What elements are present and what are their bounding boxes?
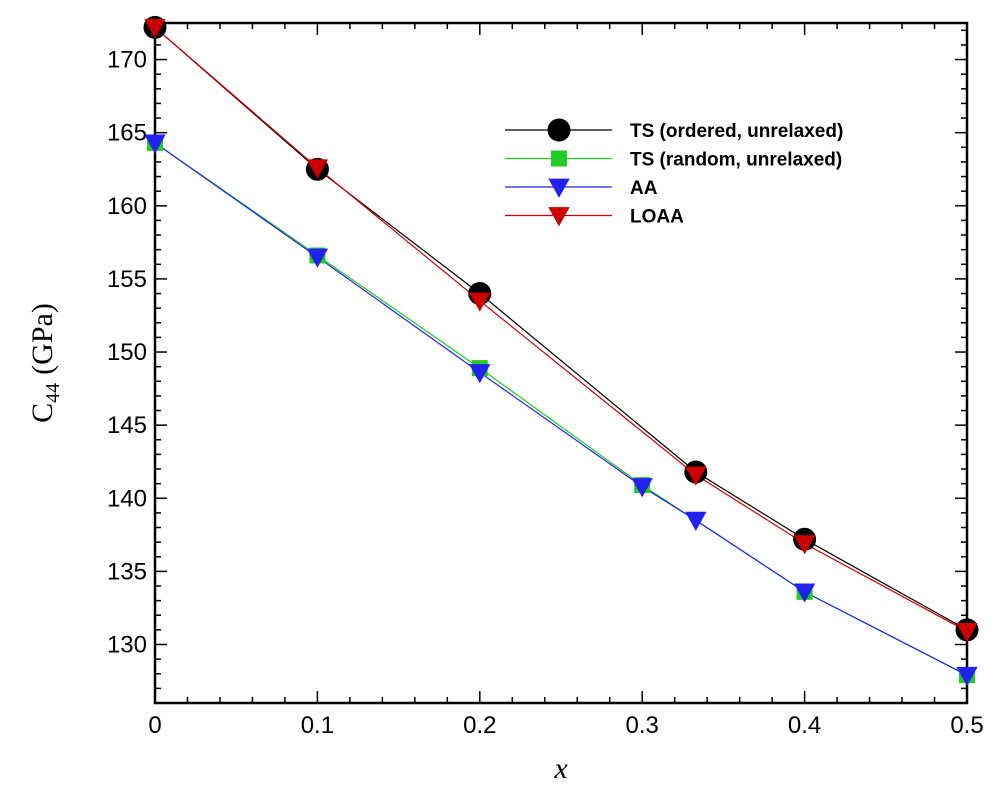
x-tick-label: 0.3 (626, 712, 659, 739)
data-point-loaa (469, 292, 491, 312)
data-point-loaa (685, 466, 707, 486)
x-tick-label: 0 (148, 712, 161, 739)
y-axis-title-subscript: 44 (42, 383, 64, 403)
legend: TS (ordered, unrelaxed) TS (random, unrel… (505, 118, 843, 228)
series-markers (143, 15, 979, 687)
data-point-loaa (306, 159, 329, 179)
legend-marker-aa (548, 178, 570, 198)
y-tick-label: 150 (107, 339, 147, 366)
x-tick-label: 0.2 (463, 712, 496, 739)
data-point-loaa (956, 622, 978, 643)
y-tick-label: 140 (107, 485, 147, 512)
data-point-aa (631, 478, 653, 498)
tick-labels: 0 0.1 0.2 0.3 0.4 0.5 130 135 140 145 150 155 160 165… (107, 47, 984, 739)
legend-label-ts-ordered-unrelaxed: TS (ordered, unrelaxed) (630, 121, 843, 142)
series-line-ts-random-unrelaxed (154, 142, 968, 676)
data-point-aa (793, 583, 816, 603)
y-axis-title: C44 (GPa) (26, 303, 64, 423)
y-tick-label: 130 (107, 632, 147, 659)
data-point-aa (956, 666, 978, 687)
y-tick-label: 165 (107, 120, 147, 147)
y-axis-title-unit: (GPa) (26, 303, 59, 375)
y-tick-label: 155 (107, 266, 147, 293)
data-point-loaa (793, 535, 816, 555)
legend-marker-ts-random-unrelaxed (551, 150, 567, 167)
y-tick-label: 160 (107, 193, 147, 220)
y-tick-label: 145 (107, 412, 147, 439)
legend-label-loaa: LOAA (630, 207, 684, 228)
x-tick-label: 0.4 (788, 712, 821, 739)
x-tick-label: 0.5 (950, 712, 983, 739)
data-point-aa (685, 511, 707, 532)
data-point-loaa (144, 18, 166, 39)
plot-frame (153, 21, 969, 705)
x-tick-label: 0.1 (301, 712, 334, 739)
legend-marker-ts-ordered-unrelaxed (547, 118, 571, 142)
series-line-ts-ordered-unrelaxed (154, 26, 968, 631)
x-axis-title: x (553, 752, 568, 785)
data-point-aa (469, 364, 491, 384)
legend-label-aa: AA (630, 178, 658, 199)
y-tick-label: 170 (107, 47, 147, 74)
legend-label-ts-random-unrelaxed: TS (random, unrelaxed) (630, 150, 842, 171)
data-point-aa (306, 248, 329, 268)
y-tick-label: 135 (107, 558, 147, 585)
axis-ticks (154, 23, 968, 704)
series-line-loaa (154, 26, 968, 632)
data-point-aa (144, 134, 166, 154)
legend-marker-loaa (548, 207, 570, 227)
series-line-aa (154, 142, 968, 676)
y-axis-title-main: C (26, 403, 59, 423)
